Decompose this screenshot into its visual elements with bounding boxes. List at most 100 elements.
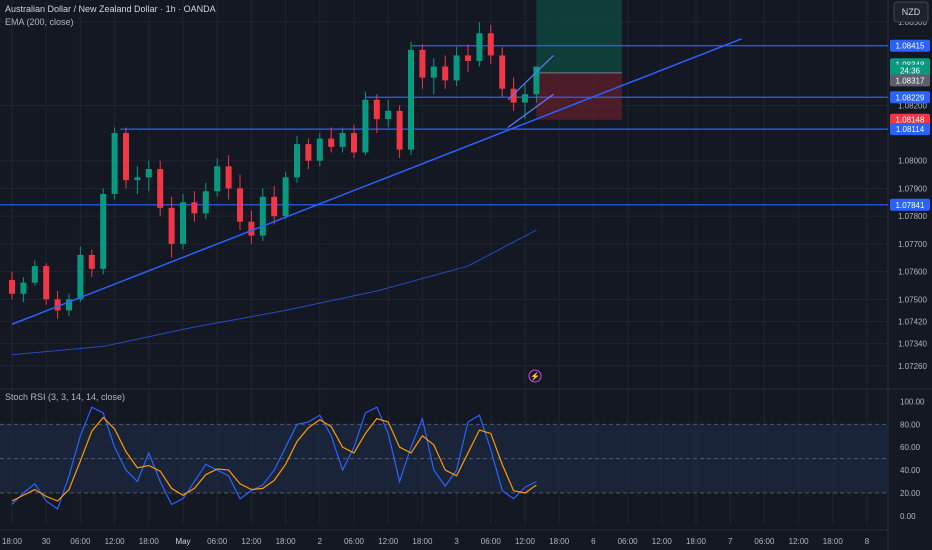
price-badge[interactable]: [890, 64, 930, 77]
rsi-tick-label: 100.00: [900, 397, 925, 406]
currency-button-frame[interactable]: [893, 1, 929, 23]
price-tick-label: 1.07340: [898, 340, 927, 349]
price-tick-label: 1.08500: [898, 18, 927, 27]
price-axis[interactable]: 1.08500 1.08200 1.08000 1.07900 1.07800 1.077…: [890, 18, 930, 521]
time-tick-label: 18:00: [549, 537, 570, 546]
candle-body: [351, 133, 357, 153]
time-tick-label: 06:00: [344, 537, 365, 546]
position-target-zone[interactable]: [536, 0, 622, 73]
stoch-rsi-label: Stoch RSI (3, 3, 14, 14, close): [5, 392, 125, 402]
candle-body: [294, 144, 300, 178]
time-tick-label: 06:00: [754, 537, 775, 546]
time-tick-label: 2: [318, 537, 323, 546]
price-badge-label[interactable]: 1.08317: [896, 76, 925, 85]
candle-body: [237, 188, 243, 222]
candle-body: [373, 99, 380, 120]
price-tick-label: 1.08000: [898, 157, 927, 166]
price-tick-label: 1.07260: [898, 362, 927, 371]
price-badge-label[interactable]: 24:36: [900, 67, 921, 76]
price-badge-label[interactable]: 1.07841: [896, 201, 925, 210]
candle-body: [111, 133, 118, 194]
price-badge[interactable]: [890, 74, 930, 87]
candle-body: [168, 207, 175, 244]
time-tick-label: 18:00: [412, 537, 433, 546]
time-tick-label: 06:00: [481, 537, 502, 546]
price-tick-label: 1.07600: [898, 268, 927, 277]
candle-body: [134, 177, 141, 181]
rsi-tick-label: 40.00: [900, 466, 921, 475]
candle-body: [9, 279, 15, 294]
candle-body: [145, 169, 152, 178]
candle-body: [305, 144, 312, 161]
price-badge[interactable]: [890, 91, 930, 104]
candle-body: [54, 299, 61, 311]
candle-body: [259, 196, 266, 236]
price-tick-label: 1.07700: [898, 240, 927, 249]
candle-body: [66, 299, 72, 311]
time-tick-label: 6: [591, 537, 596, 546]
currency-button[interactable]: NZD: [893, 1, 929, 23]
drawings[interactable]: [11, 38, 742, 325]
lightning-ring[interactable]: [528, 369, 542, 383]
price-badge[interactable]: [890, 123, 930, 136]
time-tick-label: 06:00: [618, 537, 639, 546]
support-resistance-levels[interactable]: [0, 45, 888, 206]
price-badge-label[interactable]: 1.08148: [896, 116, 925, 125]
ascending-trendline[interactable]: [11, 38, 742, 325]
candle-body: [499, 55, 506, 89]
candle-body: [522, 94, 528, 103]
price-tick-label: 1.07900: [898, 184, 927, 193]
price-badge-label[interactable]: 1.08415: [896, 42, 925, 51]
channel-line[interactable]: [507, 93, 554, 128]
candle-body: [430, 66, 437, 78]
price-badge-label[interactable]: 1.08229: [896, 93, 925, 102]
candle-body: [408, 49, 414, 150]
channel-line[interactable]: [507, 54, 554, 101]
candle-body: [31, 266, 38, 283]
lightning-icon[interactable]: ⚡: [530, 371, 540, 381]
candle-body: [214, 166, 221, 192]
time-axis[interactable]: 18:00 30 06:00 12:00 18:00 May 06:00 12:00 18:00…: [2, 537, 870, 546]
price-badge-label[interactable]: 1.08114: [896, 125, 925, 134]
currency-button-label[interactable]: NZD: [902, 7, 921, 17]
position-stop-zone[interactable]: [536, 72, 622, 120]
candle-body: [123, 133, 129, 181]
ema-200-line: [11, 229, 537, 356]
time-tick-label: 12:00: [378, 537, 399, 546]
candle-body: [465, 55, 471, 61]
ema-200-path: [11, 229, 537, 356]
time-tick-label: 06:00: [70, 537, 91, 546]
symbol-title: Australian Dollar / New Zealand Dollar ·…: [5, 4, 216, 14]
rsi-tick-label: 60.00: [900, 443, 921, 452]
candle-body: [180, 202, 186, 244]
ema-indicator-label: EMA (200, close): [5, 17, 74, 27]
time-tick-label: 18:00: [823, 537, 844, 546]
candle-body: [476, 33, 483, 61]
price-tick-label: 1.07420: [898, 317, 927, 326]
price-badge[interactable]: [890, 198, 930, 211]
rsi-tick-label: 80.00: [900, 420, 921, 429]
candle-body: [328, 138, 335, 147]
time-tick-label: 7: [728, 537, 733, 546]
price-tick-label: 1.07800: [898, 212, 927, 221]
price-badge[interactable]: [890, 113, 930, 126]
time-tick-label: 18:00: [686, 537, 707, 546]
candle-body: [396, 110, 403, 150]
candle-body: [20, 282, 27, 294]
time-tick-label: 12:00: [105, 537, 126, 546]
candle-body: [362, 99, 369, 153]
candle-body: [88, 254, 95, 269]
candle-body: [43, 266, 50, 300]
rsi-tick-label: 0.00: [900, 512, 916, 521]
candle-body: [225, 166, 232, 189]
candle-body: [385, 110, 392, 120]
price-badge[interactable]: [890, 39, 930, 52]
candle-body: [202, 191, 209, 214]
lightning-marker[interactable]: ⚡: [528, 369, 542, 383]
candle-body: [533, 66, 540, 95]
candle-body: [339, 133, 346, 147]
candle-body: [316, 138, 323, 161]
candle-body: [453, 55, 460, 81]
time-tick-label: 3: [454, 537, 459, 546]
